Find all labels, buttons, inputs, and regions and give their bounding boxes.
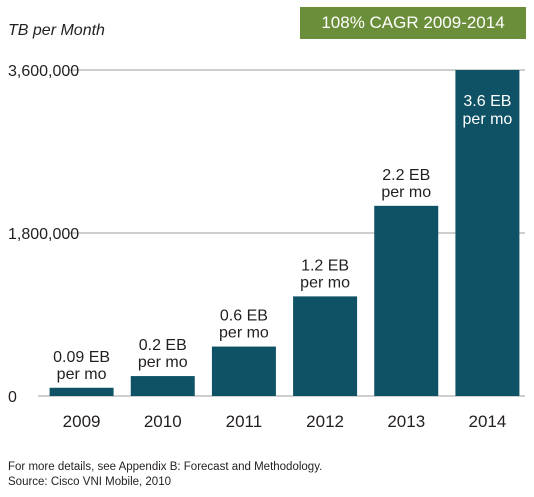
x-tick-label: 2010 (144, 412, 182, 431)
x-tick-label: 2009 (63, 412, 101, 431)
data-label: 0.09 EB (53, 349, 110, 366)
y-tick-label: 1,800,000 (8, 226, 79, 243)
data-label: 3.6 EB (463, 93, 511, 110)
data-label: per mo (381, 184, 431, 201)
bar (130, 376, 195, 396)
bar (455, 70, 520, 396)
data-label: 0.6 EB (220, 308, 268, 325)
data-label: 1.2 EB (301, 257, 349, 274)
data-label: per mo (57, 366, 107, 383)
data-label: per mo (463, 111, 513, 128)
data-label: per mo (219, 325, 269, 342)
data-label: 0.2 EB (139, 337, 187, 354)
y-axis-title: TB per Month (8, 22, 105, 39)
footnote-source: Source: Cisco VNI Mobile, 2010 (8, 476, 171, 488)
footnote-methodology: For more details, see Appendix B: Foreca… (8, 461, 323, 473)
cagr-badge: 108% CAGR 2009-2014 (300, 7, 526, 39)
x-tick-label: 2014 (469, 412, 507, 431)
y-tick-label: 3,600,000 (8, 63, 79, 80)
x-tick-label: 2011 (226, 412, 263, 431)
x-tick-label: 2012 (306, 412, 344, 431)
data-label: 2.2 EB (382, 167, 430, 184)
bar (293, 296, 358, 396)
bar (49, 387, 114, 396)
data-label: per mo (138, 354, 188, 371)
y-tick-label: 0 (8, 389, 17, 406)
x-tick-label: 2013 (387, 412, 425, 431)
bar (374, 205, 439, 396)
bar (211, 346, 276, 396)
data-label: per mo (300, 274, 350, 291)
